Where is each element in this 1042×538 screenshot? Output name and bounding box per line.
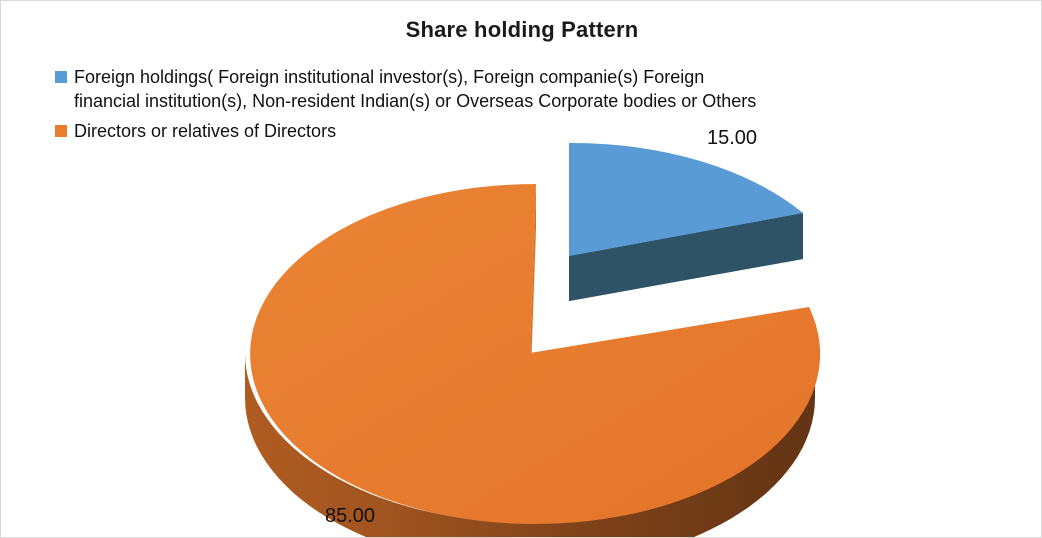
legend-item-directors[interactable]: Directors or relatives of Directors (55, 119, 1015, 143)
pie-slice-directors-top (250, 183, 821, 524)
chart-legend: Foreign holdings( Foreign institutional … (55, 65, 1015, 149)
pie-slice-foreign-holdings-arc-side (569, 213, 803, 301)
pie-slice-directors-inner-wall (530, 184, 536, 398)
pie-slice-foreign-holdings-top (569, 142, 803, 256)
chart-title: Share holding Pattern (405, 17, 639, 42)
pie-data-label-directors: 85.00 (325, 505, 376, 527)
legend-item-foreign-holdings[interactable]: Foreign holdings( Foreign institutional … (55, 65, 1015, 113)
legend-item-label: Directors or relatives of Directors (74, 121, 337, 141)
legend-swatch-icon (55, 125, 67, 137)
pie-slice-foreign-holdings[interactable] (569, 142, 803, 301)
pie-slice-directors[interactable] (245, 183, 821, 538)
pie-data-label-foreign-holdings: 15.00 (707, 127, 758, 149)
legend-item-label: Foreign holdings( Foreign institutional … (74, 67, 757, 111)
legend-swatch-icon (55, 71, 67, 83)
